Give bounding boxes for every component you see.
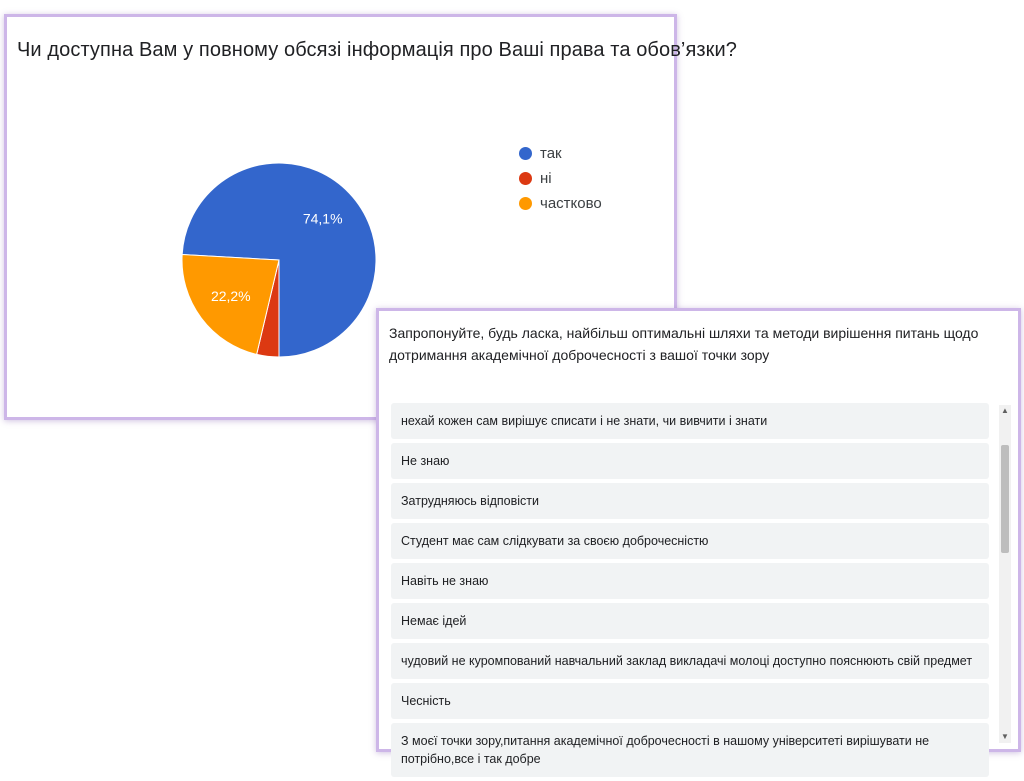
legend-swatch (519, 172, 532, 185)
response-item: Навіть не знаю (391, 563, 989, 599)
question-text: Запропонуйте, будь ласка, найбільш оптим… (389, 325, 979, 363)
legend-swatch (519, 197, 532, 210)
pie-chart-card: Чи доступна Вам у повному обсязі інформа… (4, 14, 737, 420)
response-item: Студент має сам слідкувати за своєю добр… (391, 523, 989, 559)
response-item: Чесність (391, 683, 989, 719)
legend-item: так (519, 141, 602, 166)
pie-chart: 74,1% 22,2% (181, 162, 377, 358)
legend-item: частково (519, 191, 602, 216)
response-item: Затрудняюсь відповісти (391, 483, 989, 519)
scrollbar-thumb[interactable] (1001, 445, 1009, 553)
legend-label: ні (540, 170, 552, 187)
scroll-up-arrow-icon[interactable]: ▲ (1001, 406, 1009, 415)
legend-label: так (540, 145, 562, 162)
response-list[interactable]: нехай кожен сам вирішує списати і не зна… (391, 403, 989, 781)
response-item: нехай кожен сам вирішує списати і не зна… (391, 403, 989, 439)
chart-legend: так ні частково (519, 141, 602, 216)
chart-title: Чи доступна Вам у повному обсязі інформа… (17, 39, 738, 61)
response-item: З моєї точки зору,питання академічної до… (391, 723, 989, 777)
slice-data-label: 74,1% (303, 211, 343, 227)
pie-slice (181, 253, 280, 355)
scroll-down-arrow-icon[interactable]: ▼ (1001, 732, 1009, 741)
legend-item: ні (519, 166, 602, 191)
response-item: Не знаю (391, 443, 989, 479)
scrollbar[interactable]: ▲ ▼ (999, 405, 1011, 743)
legend-label: частково (540, 195, 602, 212)
response-item: Немає ідей (391, 603, 989, 639)
response-item: чудовий не куромпований навчальний закла… (391, 643, 989, 679)
responses-card: Запропонуйте, будь ласка, найбільш оптим… (376, 308, 1021, 777)
legend-swatch (519, 147, 532, 160)
slice-data-label: 22,2% (211, 288, 251, 304)
